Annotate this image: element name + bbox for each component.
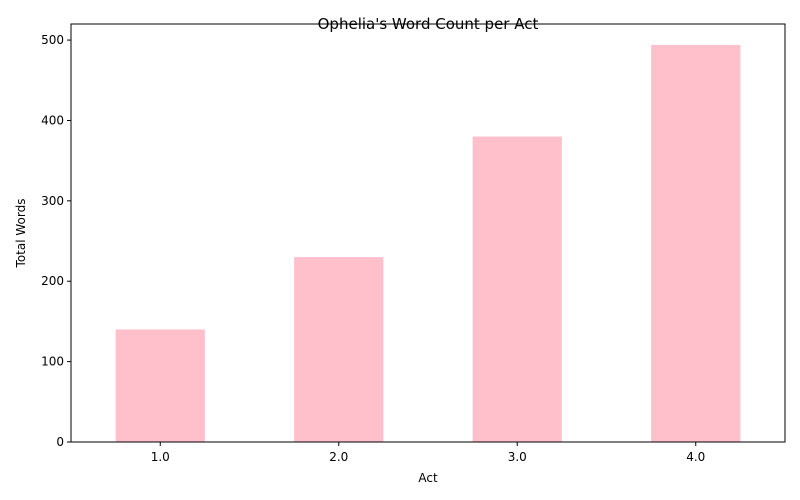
x-axis-ticks: 1.0 2.0 3.0 4.0 (151, 442, 705, 464)
y-axis-label: Total Words (14, 199, 28, 269)
y-axis-ticks: 0 100 200 300 400 500 (41, 33, 71, 449)
bars-group (115, 44, 741, 443)
x-tick-label: 3.0 (508, 450, 527, 464)
bar-act-3.0 (472, 136, 562, 443)
y-tick-label: 100 (41, 355, 64, 369)
y-tick-label: 500 (41, 33, 64, 47)
y-tick-label: 300 (41, 194, 64, 208)
y-tick-label: 400 (41, 113, 64, 127)
bar-act-2.0 (294, 257, 384, 442)
x-tick-label: 1.0 (151, 450, 170, 464)
bar-act-1.0 (115, 329, 205, 442)
x-tick-label: 4.0 (686, 450, 705, 464)
x-tick-label: 2.0 (329, 450, 348, 464)
plot-frame (70, 23, 786, 443)
y-tick-label: 0 (56, 435, 64, 449)
x-axis-label: Act (418, 471, 438, 485)
y-tick-label: 200 (41, 274, 64, 288)
bar-act-4.0 (651, 44, 741, 443)
